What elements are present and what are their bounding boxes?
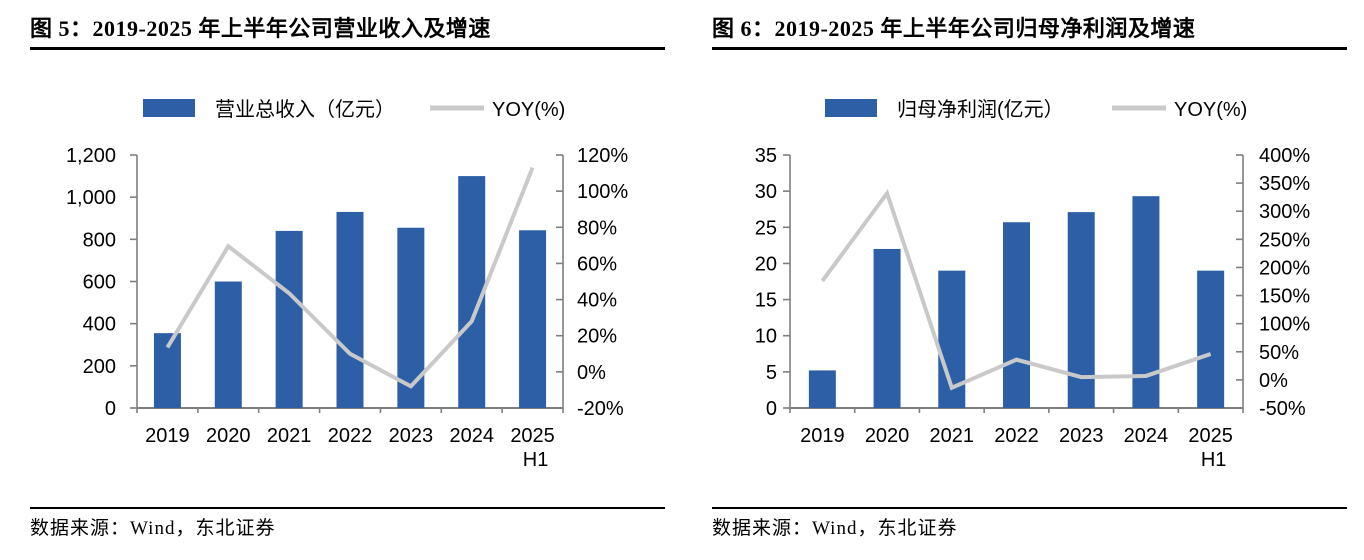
bar-2020 [214,281,242,408]
x-category-label: 2025 [1188,425,1233,447]
left-axis-label: 20 [755,253,777,275]
left-axis-label: 30 [755,181,777,203]
bar-2020 [873,248,901,408]
x-category-label: 2021 [930,425,975,447]
left-axis-label: 400 [83,314,116,336]
bar-2022 [1003,222,1030,408]
left-axis-label: 800 [83,229,116,251]
data-source-note: 数据来源：Wind，东北证券 [712,518,958,539]
right-axis-label: 20% [577,326,617,348]
left-axis-label: 35 [755,145,777,167]
right-axis-label: 80% [577,217,617,239]
legend-line-label: YOY(%) [492,99,565,121]
right-axis-label: 200% [1259,257,1310,279]
yoy-line [165,166,535,389]
legend-line-label: YOY(%) [1174,99,1247,121]
x-category-label: 2024 [1124,425,1169,447]
x-category-label: 2022 [994,425,1039,447]
right-axis-label: 400% [1259,145,1310,167]
figure-6-title: 图 6：2019-2025 年上半年公司归母净利润及增速 [712,16,1196,41]
left-axis-label: 25 [755,217,777,239]
bar-2024 [458,176,486,408]
legend-bar-label: 归母净利润(亿元） [897,98,1064,121]
x-category-label: 2023 [1059,425,1104,447]
x-category-label: 2020 [865,425,910,447]
right-axis-label: 250% [1259,229,1310,251]
figure-5-title: 图 5：2019-2025 年上半年公司营业收入及增速 [30,16,491,41]
left-axis-label: 200 [83,356,116,378]
figure-6-net-profit: 图 6：2019-2025 年上半年公司归母净利润及增速 归母净利润(亿元） YO… [682,0,1364,560]
x-category-label: 2024 [449,425,494,447]
yoy-line [820,188,1212,391]
bar-2021 [275,230,303,408]
right-axis-label: 0% [577,362,606,384]
left-axis-label: 1,200 [66,145,116,167]
bar-2025 [1197,270,1225,408]
right-axis-label: 60% [577,253,617,275]
x-category-label: 2020 [206,425,251,447]
left-axis-label: 1,000 [66,187,116,209]
right-axis-label: -20% [577,398,624,420]
x-category-label: 2019 [145,425,190,447]
x-category-label-line2: H1 [523,449,549,471]
x-category-label: 2019 [800,425,845,447]
bar-2019 [808,370,836,408]
x-category-label: 2022 [328,425,373,447]
right-axis-label: 120% [577,145,628,167]
right-axis-label: 100% [1259,314,1310,336]
left-axis-label: 5 [766,362,777,384]
right-axis-label: 150% [1259,286,1310,308]
right-axis-label: 350% [1259,173,1310,195]
figure-5-revenue: 图 5：2019-2025 年上半年公司营业收入及增速 营业总收入（亿元） YOY… [30,16,665,539]
left-axis-label: 600 [83,272,116,294]
x-category-label: 2023 [389,425,434,447]
legend-bar-swatch [143,99,195,117]
right-axis-label: 100% [577,181,628,203]
legend-bar-label: 营业总收入（亿元） [215,98,395,121]
left-axis-label: 10 [755,326,777,348]
bar-2022 [336,211,364,408]
x-category-label: 2025 [510,425,555,447]
right-axis-label: 40% [577,290,617,312]
legend-bar-swatch [825,99,877,117]
source-divider [712,507,1347,509]
source-divider [30,507,665,509]
net-profit-and-growth-chart: 归母净利润(亿元） YOY(%)05101520253035-50%0%50%10… [755,98,1311,471]
x-category-label-line2: H1 [1201,449,1227,471]
x-category-label: 2021 [267,425,312,447]
left-axis-label: 0 [105,398,116,420]
right-axis-label: 300% [1259,201,1310,223]
title-underline [712,47,1347,50]
right-axis-label: -50% [1259,398,1306,420]
revenue-and-growth-chart: 营业总收入（亿元） YOY(%) 0 200 400 600 800 1,000 1,200 -2… [66,98,628,471]
right-axis-label: 50% [1259,342,1299,364]
left-axis-label: 0 [766,398,777,420]
right-axis-label: 0% [1259,370,1288,392]
data-source-note: 数据来源：Wind，东北证券 [30,518,276,539]
bar-2025 [519,230,547,408]
left-axis-label: 15 [755,290,777,312]
title-underline [30,47,665,50]
